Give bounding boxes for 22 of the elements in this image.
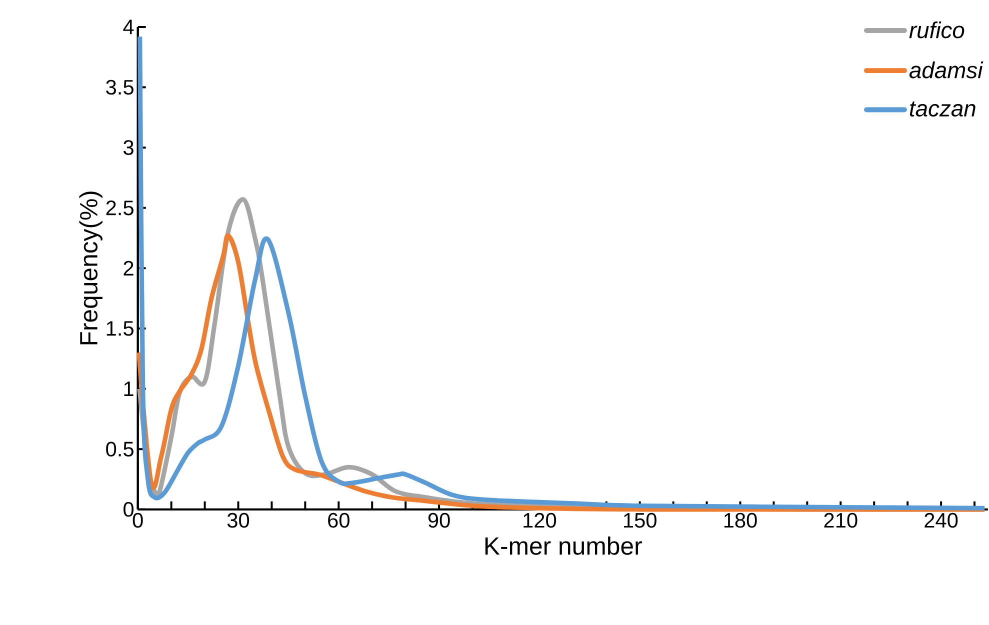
y-axis-title: Frequency(%) bbox=[79, 191, 102, 344]
x-tick-label: 90 bbox=[428, 512, 450, 528]
y-tick-label: 3 bbox=[124, 140, 134, 155]
y-tick-label: 2.5 bbox=[106, 200, 134, 216]
y-tick-label: 2 bbox=[124, 260, 134, 276]
x-tick-label: 210 bbox=[824, 512, 858, 528]
x-tick-label: 240 bbox=[924, 512, 958, 528]
x-tick-label: 150 bbox=[624, 512, 656, 528]
legend-label: taczan bbox=[910, 101, 976, 116]
y-tick-label: 4 bbox=[123, 20, 134, 34]
y-tick-label: 0.5 bbox=[106, 442, 134, 456]
x-tick-label: 120 bbox=[524, 512, 556, 528]
x-tick-label: 180 bbox=[724, 512, 757, 528]
x-tick-label: 60 bbox=[328, 512, 350, 528]
y-tick-label: 3.5 bbox=[106, 80, 134, 95]
y-tick-label: 1 bbox=[124, 381, 134, 396]
x-axis-title: K-mer number bbox=[485, 536, 642, 555]
legend-label: rufico bbox=[909, 21, 964, 38]
x-tick-label: 30 bbox=[227, 512, 250, 528]
y-tick-label: 0 bbox=[124, 502, 134, 517]
y-tick-label: 1.5 bbox=[106, 321, 134, 336]
legend-label: adamsi bbox=[909, 61, 984, 78]
